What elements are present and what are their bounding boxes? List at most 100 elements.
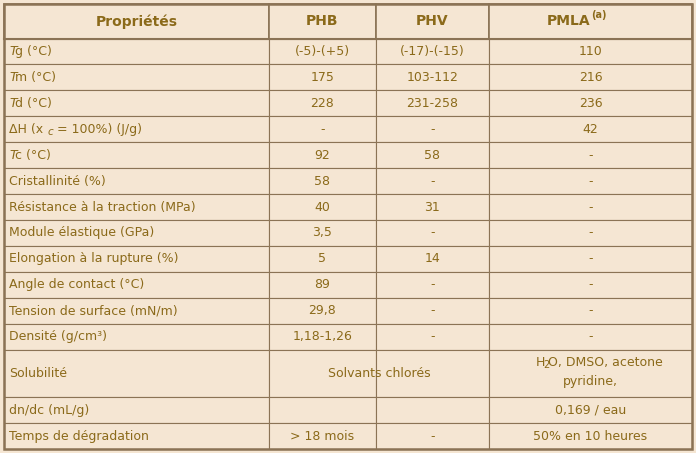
Text: T: T	[9, 149, 17, 162]
Text: Solubilité: Solubilité	[9, 367, 67, 380]
Bar	[269, 324, 376, 350]
Text: d (°C): d (°C)	[15, 97, 52, 110]
Text: c: c	[48, 127, 54, 137]
Bar	[269, 194, 376, 220]
Text: T: T	[9, 71, 17, 84]
Bar	[4, 194, 269, 220]
Text: 92: 92	[315, 149, 330, 162]
Bar	[376, 423, 489, 449]
Text: (-5)-(+5): (-5)-(+5)	[294, 45, 350, 58]
Bar	[376, 64, 489, 91]
Bar	[4, 324, 269, 350]
Bar	[376, 298, 489, 324]
Text: PHB: PHB	[306, 14, 338, 28]
Bar	[4, 272, 269, 298]
Text: -: -	[430, 429, 434, 443]
Text: Angle de contact (°C): Angle de contact (°C)	[9, 278, 144, 291]
Text: -: -	[588, 149, 593, 162]
Bar	[376, 246, 489, 272]
Bar	[376, 91, 489, 116]
Text: = 100%) (J/g): = 100%) (J/g)	[53, 123, 142, 136]
Text: 50% en 10 heures: 50% en 10 heures	[533, 429, 647, 443]
Text: -: -	[588, 278, 593, 291]
Text: 0,169 / eau: 0,169 / eau	[555, 404, 626, 417]
Text: Solvants chlorés: Solvants chlorés	[328, 367, 430, 380]
Bar	[489, 4, 692, 39]
Text: 236: 236	[578, 97, 602, 110]
Text: 2: 2	[543, 361, 549, 371]
Text: 58: 58	[314, 175, 330, 188]
Text: PHV: PHV	[416, 14, 449, 28]
Text: 58: 58	[425, 149, 441, 162]
Bar	[489, 168, 692, 194]
Bar	[269, 64, 376, 91]
Text: PMLA: PMLA	[547, 14, 590, 28]
Bar	[269, 220, 376, 246]
Bar	[269, 246, 376, 272]
Bar	[4, 4, 269, 39]
Text: Résistance à la traction (MPa): Résistance à la traction (MPa)	[9, 201, 196, 213]
Text: 5: 5	[318, 252, 326, 265]
Bar	[4, 91, 269, 116]
Bar	[489, 142, 692, 168]
Text: 3,5: 3,5	[313, 226, 332, 240]
Bar	[376, 142, 489, 168]
Text: g (°C): g (°C)	[15, 45, 52, 58]
Bar	[376, 194, 489, 220]
Text: (-17)-(-15): (-17)-(-15)	[400, 45, 465, 58]
Bar	[376, 220, 489, 246]
Bar	[4, 64, 269, 91]
Bar	[376, 116, 489, 142]
Text: -: -	[588, 252, 593, 265]
Text: 216: 216	[578, 71, 602, 84]
Text: 14: 14	[425, 252, 440, 265]
Bar	[4, 298, 269, 324]
Bar	[269, 116, 376, 142]
Text: m (°C): m (°C)	[15, 71, 56, 84]
Text: -: -	[430, 278, 434, 291]
Text: ΔH (x: ΔH (x	[9, 123, 43, 136]
Text: -: -	[588, 330, 593, 343]
Bar	[489, 272, 692, 298]
Text: O, DMSO, acetone: O, DMSO, acetone	[548, 357, 663, 370]
Bar	[269, 350, 376, 397]
Text: c (°C): c (°C)	[15, 149, 51, 162]
Text: -: -	[430, 330, 434, 343]
Text: (a): (a)	[592, 10, 607, 20]
Bar	[376, 324, 489, 350]
Bar	[4, 423, 269, 449]
Text: 231-258: 231-258	[406, 97, 458, 110]
Bar	[269, 142, 376, 168]
Text: -: -	[430, 226, 434, 240]
Bar	[489, 220, 692, 246]
Text: Propriétés: Propriétés	[95, 14, 177, 29]
Text: 31: 31	[425, 201, 440, 213]
Text: -: -	[430, 304, 434, 317]
Bar	[376, 272, 489, 298]
Text: 175: 175	[310, 71, 334, 84]
Bar	[269, 4, 376, 39]
Bar	[4, 168, 269, 194]
Text: -: -	[588, 304, 593, 317]
Bar	[4, 246, 269, 272]
Bar	[4, 142, 269, 168]
Text: 42: 42	[583, 123, 599, 136]
Bar	[4, 220, 269, 246]
Bar	[489, 350, 692, 397]
Text: Tension de surface (mN/m): Tension de surface (mN/m)	[9, 304, 177, 317]
Text: pyridine,: pyridine,	[563, 376, 618, 389]
Text: -: -	[320, 123, 324, 136]
Bar	[269, 397, 376, 423]
Bar	[376, 4, 489, 39]
Text: Temps de dégradation: Temps de dégradation	[9, 429, 149, 443]
Text: 110: 110	[578, 45, 603, 58]
Text: T: T	[9, 45, 17, 58]
Text: 1,18-1,26: 1,18-1,26	[292, 330, 352, 343]
Text: Densité (g/cm³): Densité (g/cm³)	[9, 330, 107, 343]
Bar	[269, 168, 376, 194]
Bar	[4, 397, 269, 423]
Text: 40: 40	[315, 201, 330, 213]
Bar	[269, 91, 376, 116]
Bar	[489, 397, 692, 423]
Text: 29,8: 29,8	[308, 304, 336, 317]
